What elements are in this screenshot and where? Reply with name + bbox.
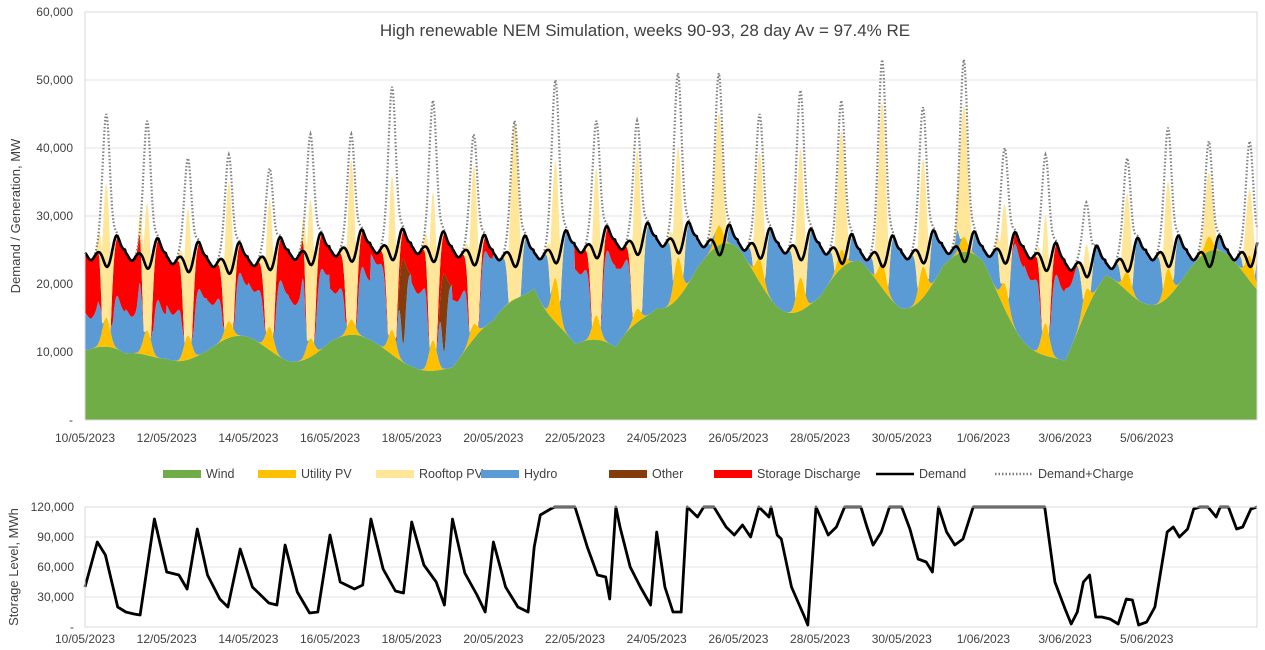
bottom-y-tick-label: 120,000 — [31, 500, 75, 514]
area-rooftop-pv — [85, 101, 1258, 350]
legend-swatch — [163, 470, 201, 478]
chart-title: High renewable NEM Simulation, weeks 90-… — [380, 21, 910, 40]
bottom-x-tick-label: 18/05/2023 — [382, 632, 442, 646]
legend-label: Other — [652, 467, 683, 481]
top-y-tick-label: 50,000 — [36, 73, 73, 87]
top-x-tick-label: 28/05/2023 — [790, 431, 850, 445]
bottom-x-tick-label: 3/06/2023 — [1038, 632, 1092, 646]
top-x-tick-labels: 10/05/2023 12/05/2023 14/05/2023 16/05/2023… — [55, 431, 1174, 445]
bottom-x-tick-label: 28/05/2023 — [790, 632, 850, 646]
legend-swatch — [376, 470, 414, 478]
line-demand — [83, 220, 1259, 279]
bottom-x-tick-label: 16/05/2023 — [300, 632, 360, 646]
legend-label: Storage Discharge — [757, 467, 861, 481]
bottom-x-tick-label: 14/05/2023 — [218, 632, 278, 646]
legend: Wind Utility PV Rooftop PV Hydro Other Storag… — [163, 467, 1134, 481]
area-storage-discharge — [85, 224, 1258, 350]
top-x-tick-label: 30/05/2023 — [872, 431, 932, 445]
top-x-tick-label: 26/05/2023 — [708, 431, 768, 445]
legend-item: Storage Discharge — [714, 467, 861, 481]
area-hydro — [85, 224, 1258, 370]
top-chart-lines — [83, 59, 1259, 279]
bottom-x-tick-label: 30/05/2023 — [872, 632, 932, 646]
legend-swatch — [258, 470, 296, 478]
legend-swatch — [609, 470, 647, 478]
bottom-y-tick-label: 60,000 — [37, 560, 74, 574]
top-y-tick-labels: - 10,000 20,000 30,000 40,000 50,000 60,000 — [36, 5, 73, 427]
legend-label: Rooftop PV — [419, 467, 484, 481]
bottom-x-tick-label: 20/05/2023 — [463, 632, 523, 646]
bottom-x-tick-label: 26/05/2023 — [708, 632, 768, 646]
bottom-y-tick-label: 30,000 — [37, 590, 74, 604]
legend-label: Hydro — [524, 467, 557, 481]
top-x-tick-label: 14/05/2023 — [218, 431, 278, 445]
legend-label: Wind — [206, 467, 235, 481]
legend-item: Demand — [876, 467, 966, 481]
bottom-x-tick-label: 24/05/2023 — [627, 632, 687, 646]
bottom-x-tick-label: 1/06/2023 — [957, 632, 1011, 646]
top-x-tick-label: 3/06/2023 — [1038, 431, 1092, 445]
bottom-x-tick-labels: 10/05/2023 12/05/2023 14/05/2023 16/05/2023… — [55, 632, 1174, 646]
top-x-tick-label: 12/05/2023 — [137, 431, 197, 445]
top-y-tick-label: 60,000 — [36, 5, 73, 19]
bottom-x-tick-label: 5/06/2023 — [1120, 632, 1174, 646]
legend-label: Demand — [919, 467, 966, 481]
top-x-tick-label: 10/05/2023 — [55, 431, 115, 445]
legend-item: Other — [609, 467, 683, 481]
top-y-tick-label: 40,000 — [36, 141, 73, 155]
bottom-x-tick-label: 12/05/2023 — [137, 632, 197, 646]
top-x-tick-label: 5/06/2023 — [1120, 431, 1174, 445]
bottom-y-tick-label: 90,000 — [37, 530, 74, 544]
top-y-axis-title: Demand / Generation, MW — [8, 138, 23, 293]
bottom-x-tick-label: 10/05/2023 — [55, 632, 115, 646]
top-y-tick-label: - — [69, 413, 73, 427]
legend-swatch — [481, 470, 519, 478]
top-y-tick-label: 10,000 — [36, 345, 73, 359]
bottom-chart-lines — [83, 505, 1258, 627]
legend-label: Utility PV — [301, 467, 352, 481]
legend-item: Demand+Charge — [995, 467, 1134, 481]
line-storage-level — [83, 505, 1258, 627]
bottom-x-tick-label: 22/05/2023 — [545, 632, 605, 646]
bottom-y-tick-labels: - 30,000 60,000 90,000 120,000 — [31, 500, 75, 634]
legend-label: Demand+Charge — [1038, 467, 1134, 481]
legend-swatch — [714, 470, 752, 478]
top-plot-frame — [84, 11, 1258, 421]
top-x-tick-label: 20/05/2023 — [463, 431, 523, 445]
bottom-plot-frame — [84, 506, 1258, 628]
top-x-tick-label: 18/05/2023 — [382, 431, 442, 445]
area-wind — [85, 243, 1258, 420]
bottom-y-axis-title: Storage Level, MWh — [6, 508, 21, 626]
top-y-tick-label: 20,000 — [36, 277, 73, 291]
legend-item: Utility PV — [258, 467, 352, 481]
top-y-tick-label: 30,000 — [36, 209, 73, 223]
top-chart-areas — [85, 101, 1258, 420]
area-utility-pv — [85, 225, 1258, 371]
legend-item: Wind — [163, 467, 235, 481]
legend-item: Hydro — [481, 467, 557, 481]
bottom-y-tick-label: - — [70, 620, 74, 634]
top-x-tick-label: 16/05/2023 — [300, 431, 360, 445]
top-x-tick-label: 22/05/2023 — [545, 431, 605, 445]
legend-item: Rooftop PV — [376, 467, 484, 481]
top-x-tick-label: 24/05/2023 — [627, 431, 687, 445]
top-x-tick-label: 1/06/2023 — [957, 431, 1011, 445]
